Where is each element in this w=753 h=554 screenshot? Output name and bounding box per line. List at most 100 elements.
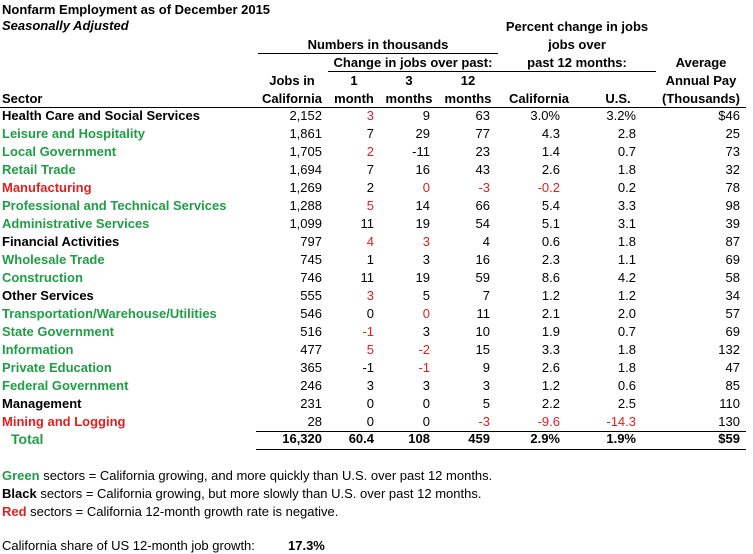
cell-pct-ca: 5.1: [541, 216, 560, 231]
sector-name: Other Services: [2, 288, 94, 303]
page-subtitle: Seasonally Adjusted: [2, 18, 129, 33]
cell-pct-ca: 0.6: [541, 234, 560, 249]
cell-m1: 11: [360, 270, 375, 285]
cell-pct-ca: 1.9: [541, 324, 560, 339]
cell-pct-ca: 8.6: [541, 270, 560, 285]
cell-jobs: 365: [300, 360, 322, 375]
cell-pct-us: 0.2: [617, 180, 636, 195]
sector-name: Federal Government: [2, 378, 129, 393]
table-row: Leisure and Hospitality 1,861 7 29 77 4.3 2.8 2…: [0, 126, 753, 144]
cell-pct-ca: -0.2: [537, 180, 560, 195]
cell-jobs: 546: [300, 306, 322, 321]
cell-pay: 39: [725, 216, 740, 231]
table-row: Mining and Logging 28 0 0 -3 -9.6 -14.3 130: [0, 414, 753, 432]
total-line-pay: [656, 431, 746, 432]
share-value: 17.3%: [288, 538, 325, 553]
cell-pay: 32: [725, 162, 740, 177]
cell-jobs: 1,288: [289, 198, 322, 213]
cell-m3: 3: [422, 252, 430, 267]
cell-pay: 69: [725, 252, 740, 267]
cell-jobs: 1,099: [289, 216, 322, 231]
cell-m12: -3: [478, 414, 490, 429]
cell-m12: 10: [475, 324, 490, 339]
sector-name: Mining and Logging: [2, 414, 126, 429]
cell-m12: 54: [475, 216, 490, 231]
cell-m12: 11: [476, 306, 491, 321]
sector-name: Leisure and Hospitality: [2, 126, 146, 141]
legend-red: Red sectors = California 12-month growth…: [2, 504, 338, 519]
m1-header-2: month: [334, 91, 374, 106]
total-m12: 459: [468, 431, 490, 446]
cell-pct-ca: 2.1: [541, 306, 560, 321]
cell-pay: 57: [725, 306, 740, 321]
cell-pct-ca: -9.6: [537, 414, 560, 429]
cell-m1: 3: [366, 288, 374, 303]
cell-pct-us: 0.7: [617, 324, 636, 339]
pct-group-header-2: jobs over: [548, 37, 606, 52]
cell-jobs: 477: [300, 342, 322, 357]
cell-pct-us: 1.2: [617, 288, 636, 303]
cell-m3: 19: [415, 270, 430, 285]
table-row: Private Education 365 -1 -1 9 2.6 1.8 47: [0, 360, 753, 378]
m12-header-2: months: [444, 91, 492, 106]
cell-m3: 5: [422, 288, 430, 303]
cell-m12: 5: [482, 396, 490, 411]
legend-green-word: Green: [2, 468, 40, 483]
cell-m1: 11: [360, 216, 375, 231]
sector-name: Manufacturing: [2, 180, 92, 195]
cell-m12: 66: [475, 198, 490, 213]
cell-jobs: 231: [300, 396, 322, 411]
cell-m12: 23: [475, 144, 490, 159]
cell-pay: $46: [718, 108, 740, 123]
cell-m3: 29: [415, 126, 430, 141]
cell-pct-us: 1.8: [617, 234, 636, 249]
cell-m3: 3: [422, 378, 430, 393]
cell-pct-ca: 1.2: [541, 378, 560, 393]
table-row: Professional and Technical Services 1,288…: [0, 198, 753, 216]
cell-m12: 3: [482, 378, 490, 393]
cell-pct-us: 3.3: [617, 198, 636, 213]
pay-header-2: Annual Pay: [665, 73, 737, 88]
table-row: State Government 516 -1 3 10 1.9 0.7 69: [0, 324, 753, 342]
cell-pct-us: 4.2: [617, 270, 636, 285]
numbers-group-underline: [258, 53, 498, 54]
cell-m12: 59: [475, 270, 490, 285]
cell-pct-us: 2.5: [617, 396, 636, 411]
cell-m12: 7: [482, 288, 490, 303]
cell-m12: 15: [475, 342, 490, 357]
legend-black-text: sectors = California growing, but more s…: [36, 486, 482, 501]
cell-pct-us: 1.1: [617, 252, 636, 267]
total-bottom-line-pct: [498, 449, 656, 450]
cell-m12: 16: [475, 252, 490, 267]
cell-m3: 16: [415, 162, 430, 177]
jobs-ca-header-1: Jobs in: [269, 73, 315, 88]
numbers-group-header: Numbers in thousands: [307, 37, 449, 52]
sector-name: Construction: [2, 270, 83, 285]
cell-pay: 98: [725, 198, 740, 213]
sector-name: Administrative Services: [2, 216, 150, 231]
cell-pct-ca: 3.3: [541, 342, 560, 357]
cell-pay: 132: [718, 342, 740, 357]
cell-pct-ca: 2.2: [541, 396, 560, 411]
cell-pay: 25: [725, 126, 740, 141]
cell-jobs: 555: [300, 288, 322, 303]
pct-ca-header: California: [509, 91, 569, 106]
cell-m3: 3: [422, 234, 430, 249]
cell-m1: 0: [366, 414, 374, 429]
sector-name: Local Government: [2, 144, 117, 159]
total-pct-ca: 2.9%: [530, 431, 560, 446]
cell-m3: 3: [422, 324, 430, 339]
page-title: Nonfarm Employment as of December 2015: [2, 2, 271, 17]
jobs-ca-header-2: California: [262, 91, 322, 106]
legend-red-word: Red: [2, 504, 27, 519]
cell-pct-ca: 1.4: [541, 144, 560, 159]
m3-header-2: months: [385, 91, 433, 106]
pct-group-underline: [498, 71, 656, 72]
total-row: Total 16,320 60.4 108 459 2.9% 1.9% $59: [0, 431, 753, 449]
cell-m12: 63: [475, 108, 490, 123]
cell-pct-us: 1.8: [617, 360, 636, 375]
pay-header-1: Average: [675, 55, 727, 70]
cell-m1: 0: [366, 306, 374, 321]
share-label: California share of US 12-month job grow…: [2, 538, 255, 553]
cell-m1: 5: [366, 198, 374, 213]
